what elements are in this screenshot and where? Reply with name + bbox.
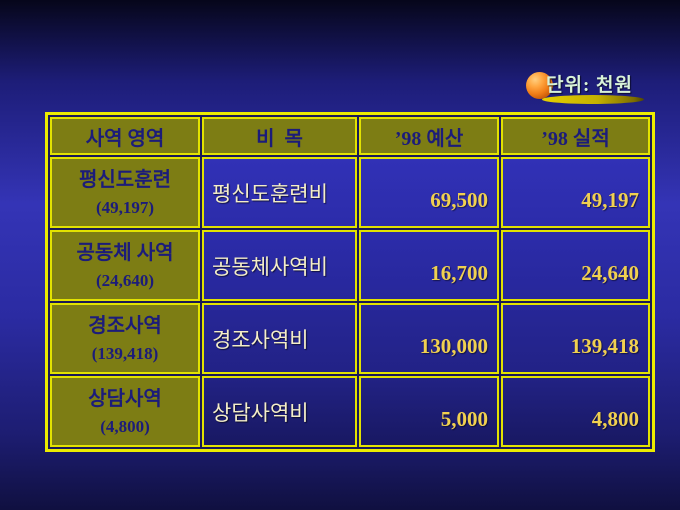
col-header-98-actual: ’98 실적 xyxy=(501,117,650,155)
area-cell: 평신도훈련 (49,197) xyxy=(50,157,200,228)
area-name: 상담사역 xyxy=(88,387,162,410)
table-row: 상담사역 (4,800) 상담사역비 5,000 4,800 xyxy=(50,376,650,447)
budget-cell: 16,700 xyxy=(359,230,499,301)
sphere-bullet-icon xyxy=(526,72,553,99)
budget-table: 사역 영역 비 목 ’98 예산 ’98 실적 평신도훈련 (49,197) 평… xyxy=(45,112,655,452)
item-cell: 상담사역비 xyxy=(202,376,357,447)
area-cell: 공동체 사역 (24,640) xyxy=(50,230,200,301)
actual-cell: 24,640 xyxy=(501,230,650,301)
area-amount: (24,640) xyxy=(95,270,155,290)
table-row: 평신도훈련 (49,197) 평신도훈련비 69,500 49,197 xyxy=(50,157,650,228)
area-amount: (139,418) xyxy=(91,343,159,363)
underline-ellipse-icon xyxy=(542,95,644,104)
item-cell: 공동체사역비 xyxy=(202,230,357,301)
actual-cell: 49,197 xyxy=(501,157,650,228)
item-cell: 평신도훈련비 xyxy=(202,157,357,228)
table-row: 공동체 사역 (24,640) 공동체사역비 16,700 24,640 xyxy=(50,230,650,301)
budget-cell: 130,000 xyxy=(359,303,499,374)
col-header-ministry-area: 사역 영역 xyxy=(50,117,200,155)
col-header-item: 비 목 xyxy=(202,117,357,155)
area-cell: 경조사역 (139,418) xyxy=(50,303,200,374)
unit-note: 단위: 천원 xyxy=(524,66,654,108)
area-amount: (49,197) xyxy=(95,197,155,217)
budget-cell: 5,000 xyxy=(359,376,499,447)
actual-cell: 4,800 xyxy=(501,376,650,447)
table-row: 경조사역 (139,418) 경조사역비 130,000 139,418 xyxy=(50,303,650,374)
area-name: 경조사역 xyxy=(88,314,162,337)
header-row: 사역 영역 비 목 ’98 예산 ’98 실적 xyxy=(50,117,650,155)
budget-cell: 69,500 xyxy=(359,157,499,228)
area-cell: 상담사역 (4,800) xyxy=(50,376,200,447)
unit-label: 단위: 천원 xyxy=(546,75,633,96)
area-amount: (4,800) xyxy=(100,416,150,436)
actual-cell: 139,418 xyxy=(501,303,650,374)
item-cell: 경조사역비 xyxy=(202,303,357,374)
col-header-98-budget: ’98 예산 xyxy=(359,117,499,155)
area-name: 평신도훈련 xyxy=(79,168,171,191)
area-name: 공동체 사역 xyxy=(76,241,174,264)
